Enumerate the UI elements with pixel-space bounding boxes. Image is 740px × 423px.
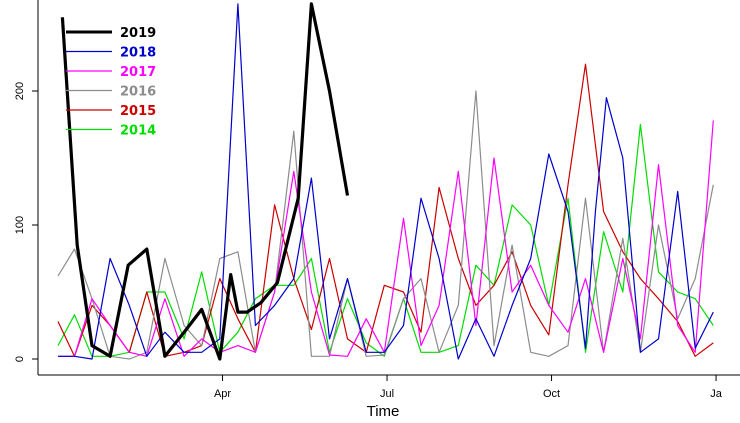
legend: 2019 2018 2017 2016 2015 2014: [66, 26, 156, 139]
series-line-2017: [58, 120, 714, 357]
x-axis: Apr Jul Oct Ja: [214, 375, 723, 400]
plot-frame: [37, 0, 740, 376]
y-axis: 0 100 200: [14, 82, 38, 362]
x-tick-label: Ja: [710, 388, 723, 400]
series-line-2019: [60, 2, 350, 361]
y-tick-label: 0: [14, 356, 26, 362]
series-line-2018: [58, 3, 714, 360]
legend-label-2018: 2018: [120, 46, 156, 61]
legend-label-2019: 2019: [120, 26, 156, 41]
series-layer: [57, 2, 714, 361]
x-tick-label: Oct: [543, 388, 560, 400]
series-line-2014: [57, 123, 714, 357]
y-tick-label: 100: [14, 216, 26, 234]
x-tick-label: Jul: [380, 388, 394, 400]
y-tick-label: 200: [14, 82, 26, 100]
legend-label-2016: 2016: [120, 85, 156, 100]
x-axis-title: Time: [367, 403, 400, 420]
legend-label-2015: 2015: [120, 104, 156, 119]
legend-label-2017: 2017: [120, 65, 156, 80]
x-tick-label: Apr: [214, 388, 231, 400]
legend-label-2014: 2014: [120, 124, 156, 139]
